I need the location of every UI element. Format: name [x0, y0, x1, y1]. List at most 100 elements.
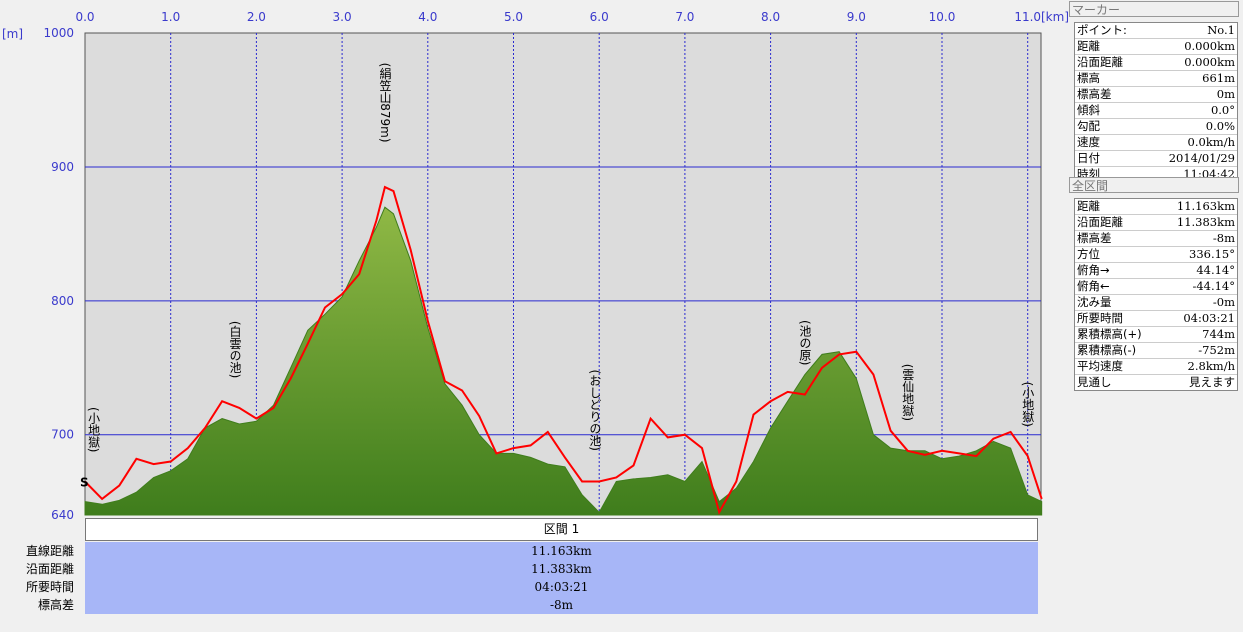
- info-value: 0.000km: [1184, 55, 1235, 69]
- info-value: 2.8km/h: [1187, 359, 1235, 373]
- waypoint-label: (小地獄): [87, 407, 101, 452]
- section-row-label: 沿面距離: [25, 562, 74, 576]
- info-key: 日付: [1077, 151, 1100, 165]
- elevation-profile-chart[interactable]: S (小地獄) (白雲の池) (絹笠山879m) (おしどりの池) (池の原) (雲仙地獄…: [0, 0, 1068, 632]
- info-key: 標高差: [1077, 231, 1112, 245]
- x-tick-label: 6.0: [590, 10, 609, 24]
- info-key: 沿面距離: [1077, 215, 1123, 229]
- info-row: 距離 0.000km: [1075, 39, 1237, 55]
- info-row: 累積標高(+) 744m: [1075, 327, 1237, 343]
- waypoint-label: (雲仙地獄): [901, 364, 915, 421]
- section-row: 直線距離 11.163km: [0, 542, 1040, 560]
- info-value: -8m: [1212, 231, 1235, 245]
- info-value: -44.14°: [1192, 279, 1235, 293]
- info-key: 所要時間: [1077, 311, 1123, 325]
- info-value: 336.15°: [1189, 247, 1235, 261]
- info-row: 日付 2014/01/29: [1075, 151, 1237, 167]
- info-key: 沿面距離: [1077, 55, 1123, 69]
- info-value: 744m: [1202, 327, 1235, 341]
- info-row: 勾配 0.0%: [1075, 119, 1237, 135]
- info-key: 累積標高(+): [1077, 327, 1142, 341]
- x-tick-label: 5.0: [504, 10, 523, 24]
- info-value: No.1: [1207, 23, 1235, 37]
- y-tick-label: 800: [51, 294, 74, 308]
- info-value: 11.383km: [1176, 215, 1235, 229]
- x-tick-label: 8.0: [761, 10, 780, 24]
- info-value: 見えます: [1189, 375, 1235, 389]
- info-key: 距離: [1077, 199, 1100, 213]
- y-tick-label: 640: [51, 508, 74, 522]
- info-row: 沿面距離 11.383km: [1075, 215, 1237, 231]
- info-key: 標高差: [1077, 87, 1112, 101]
- info-value: -752m: [1198, 343, 1235, 357]
- info-key: 見通し: [1077, 375, 1112, 389]
- info-key: 沈み量: [1077, 295, 1112, 309]
- section-row-value: -8m: [85, 596, 1038, 614]
- info-row: 平均速度 2.8km/h: [1075, 359, 1237, 375]
- info-key: 速度: [1077, 135, 1100, 149]
- info-key: 勾配: [1077, 119, 1100, 133]
- info-row: 沿面距離 0.000km: [1075, 55, 1237, 71]
- y-tick-label: 900: [51, 160, 74, 174]
- x-tick-label: 2.0: [247, 10, 266, 24]
- info-value: -0m: [1212, 295, 1235, 309]
- x-tick-label: 10.0: [929, 10, 956, 24]
- x-tick-label: 9.0: [847, 10, 866, 24]
- info-value: 0.0°: [1210, 103, 1235, 117]
- info-value: 11.163km: [1176, 199, 1235, 213]
- info-row: 標高差 -8m: [1075, 231, 1237, 247]
- waypoint-label: (白雲の池): [228, 321, 242, 378]
- section-row-label: 所要時間: [25, 580, 74, 594]
- section-row-value: 11.163km: [85, 542, 1038, 560]
- info-key: 累積標高(-): [1077, 343, 1137, 357]
- info-row: 方位 336.15°: [1075, 247, 1237, 263]
- info-key: 方位: [1077, 247, 1100, 261]
- info-row: 見通し 見えます: [1075, 375, 1237, 390]
- y-tick-label: 1000: [43, 26, 74, 40]
- section-row-value: 04:03:21: [85, 578, 1038, 596]
- info-row: ポイント: No.1: [1075, 23, 1237, 39]
- x-tick-label: 11.0: [1014, 10, 1041, 24]
- section-summary-table: 直線距離 11.163km 沿面距離 11.383km 所要時間 04:03:21 標高差 -…: [0, 542, 1040, 614]
- info-row: 所要時間 04:03:21: [1075, 311, 1237, 327]
- section-header[interactable]: 区間 1: [85, 518, 1038, 541]
- info-row: 標高差 0m: [1075, 87, 1237, 103]
- info-value: 04:03:21: [1183, 311, 1235, 325]
- waypoint-label: (おしどりの池): [588, 370, 602, 451]
- all-section-panel-title[interactable]: 全区間: [1069, 177, 1239, 193]
- info-value: 0m: [1216, 87, 1235, 101]
- info-row: 俯角→ 44.14°: [1075, 263, 1237, 279]
- info-key: ポイント:: [1077, 23, 1127, 37]
- section-row: 沿面距離 11.383km: [0, 560, 1040, 578]
- y-unit-label: [m]: [2, 27, 23, 41]
- info-key: 傾斜: [1077, 103, 1100, 117]
- marker-panel-title[interactable]: マーカー: [1069, 1, 1239, 17]
- x-unit-label: [km]: [1041, 10, 1068, 24]
- x-tick-label: 1.0: [161, 10, 180, 24]
- section-row-label: 標高差: [37, 598, 74, 612]
- waypoint-label: (池の原): [798, 320, 812, 365]
- info-value: 0.0km/h: [1187, 135, 1235, 149]
- info-value: 44.14°: [1196, 263, 1235, 277]
- info-key: 平均速度: [1077, 359, 1123, 373]
- all-section-info-table: 距離 11.163km 沿面距離 11.383km 標高差 -8m 方位 336.15° 俯角→…: [1074, 198, 1238, 391]
- marker-info-table: ポイント: No.1 距離 0.000km 沿面距離 0.000km 標高 661m 標高差 0m…: [1074, 22, 1238, 183]
- waypoint-label: (絹笠山879m): [378, 63, 392, 143]
- info-row: 俯角← -44.14°: [1075, 279, 1237, 295]
- x-tick-label: 0.0: [75, 10, 94, 24]
- info-row: 標高 661m: [1075, 71, 1237, 87]
- start-marker: S: [80, 476, 89, 490]
- info-key: 距離: [1077, 39, 1100, 53]
- x-tick-label: 7.0: [675, 10, 694, 24]
- info-panel: マーカー ポイント: No.1 距離 0.000km 沿面距離 0.000km 標高 661m…: [1068, 0, 1243, 632]
- section-row-value: 11.383km: [85, 560, 1038, 578]
- info-key: 俯角→: [1077, 263, 1110, 277]
- info-key: 俯角←: [1077, 279, 1110, 293]
- info-value: 0.0%: [1205, 119, 1235, 133]
- x-tick-label: 4.0: [418, 10, 437, 24]
- section-row-label: 直線距離: [25, 544, 74, 558]
- info-row: 速度 0.0km/h: [1075, 135, 1237, 151]
- section-row: 所要時間 04:03:21: [0, 578, 1040, 596]
- info-value: 0.000km: [1184, 39, 1235, 53]
- section-row: 標高差 -8m: [0, 596, 1040, 614]
